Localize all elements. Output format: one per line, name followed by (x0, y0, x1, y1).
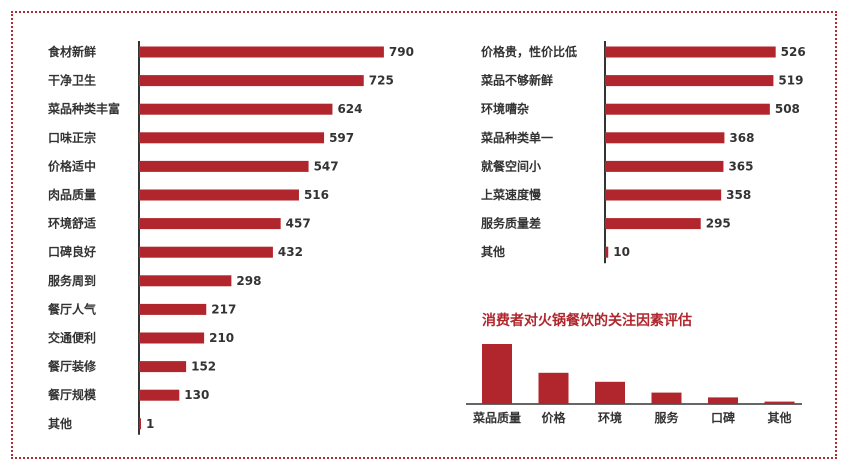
bar (139, 332, 205, 344)
data-label: 130 (184, 388, 209, 402)
bar (605, 218, 701, 230)
category-label: 环境嘈杂 (481, 101, 529, 116)
data-label: 790 (389, 45, 414, 59)
bar (139, 275, 232, 287)
bar (651, 392, 682, 404)
data-label: 152 (191, 360, 216, 374)
bar (139, 46, 384, 58)
data-label: 358 (726, 188, 751, 202)
bar (605, 246, 609, 258)
chart-liked-factors: 食材新鲜 790 干净卫生 725 菜品种类丰富 624 口味正宗 597 价格适中 547 肉品质… (47, 41, 414, 435)
data-label: 210 (209, 331, 234, 345)
category-label: 价格 (541, 410, 566, 425)
data-label: 1 (146, 417, 154, 431)
category-label: 其他 (481, 244, 505, 259)
category-label: 服务质量差 (481, 216, 541, 231)
data-label: 526 (781, 45, 806, 59)
category-label: 口碑良好 (48, 244, 96, 259)
data-label: 457 (286, 217, 311, 231)
bar (139, 75, 364, 87)
chart-title: 消费者对火锅餐饮的关注因素评估 (482, 312, 692, 329)
category-label: 餐厅人气 (48, 301, 96, 316)
bar (764, 401, 795, 404)
bar (708, 397, 738, 404)
data-label: 519 (778, 74, 803, 88)
data-label: 547 (314, 159, 339, 173)
dotted-frame (11, 11, 837, 459)
bar (139, 303, 207, 315)
bar (139, 389, 180, 401)
data-label: 624 (337, 102, 362, 116)
bar (139, 189, 299, 201)
data-label: 432 (278, 245, 303, 259)
bar (605, 103, 770, 115)
bar (605, 160, 724, 172)
category-label: 肉品质量 (48, 187, 96, 202)
category-label: 食材新鲜 (47, 44, 96, 59)
category-label: 环境舒适 (48, 216, 96, 231)
bar (595, 381, 625, 404)
category-label: 餐厅装修 (48, 359, 97, 374)
category-label: 服务周到 (48, 273, 96, 288)
bar (139, 361, 187, 373)
bar (139, 246, 273, 258)
category-label: 干净卫生 (48, 73, 96, 88)
data-label: 597 (329, 131, 354, 145)
data-label: 295 (706, 217, 731, 231)
category-label: 价格适中 (48, 158, 96, 173)
chart-disliked-factors: 价格贵，性价比低 526 菜品不够新鲜 519 环境嘈杂 508 菜品种类单一 368 就餐空间… (480, 41, 806, 264)
data-label: 298 (236, 274, 261, 288)
data-label: 217 (211, 302, 236, 316)
category-label: 口碑 (711, 410, 735, 425)
data-label: 725 (369, 74, 394, 88)
bar (538, 372, 569, 404)
category-label: 环境 (598, 410, 622, 425)
bar (605, 132, 725, 144)
bar (482, 344, 512, 404)
category-label: 交通便利 (48, 330, 96, 345)
data-label: 365 (728, 159, 753, 173)
bar (139, 418, 141, 430)
bar (605, 46, 776, 58)
bar (139, 218, 281, 230)
category-label: 口味正宗 (48, 130, 96, 145)
chart-attention-factors: 消费者对火锅餐饮的关注因素评估 菜品质量 价格 环境 服务 口碑 其他 (466, 312, 802, 425)
data-label: 508 (775, 102, 800, 116)
category-label: 菜品质量 (472, 410, 521, 425)
data-label: 10 (613, 245, 630, 259)
bar (605, 189, 722, 201)
category-label: 就餐空间小 (481, 158, 541, 173)
category-label: 菜品不够新鲜 (480, 73, 553, 88)
bar (139, 103, 333, 115)
bar (139, 160, 309, 172)
category-label: 菜品种类单一 (480, 130, 553, 145)
data-label: 368 (729, 131, 754, 145)
bar (605, 75, 774, 87)
category-label: 其他 (48, 416, 72, 431)
category-label: 上菜速度慢 (481, 187, 542, 202)
category-label: 菜品种类丰富 (47, 101, 120, 116)
data-label: 516 (304, 188, 329, 202)
category-label: 其他 (767, 410, 791, 425)
category-label: 服务 (654, 410, 679, 425)
category-label: 价格贵，性价比低 (481, 44, 577, 59)
bar (139, 132, 325, 144)
category-label: 餐厅规模 (48, 387, 97, 402)
